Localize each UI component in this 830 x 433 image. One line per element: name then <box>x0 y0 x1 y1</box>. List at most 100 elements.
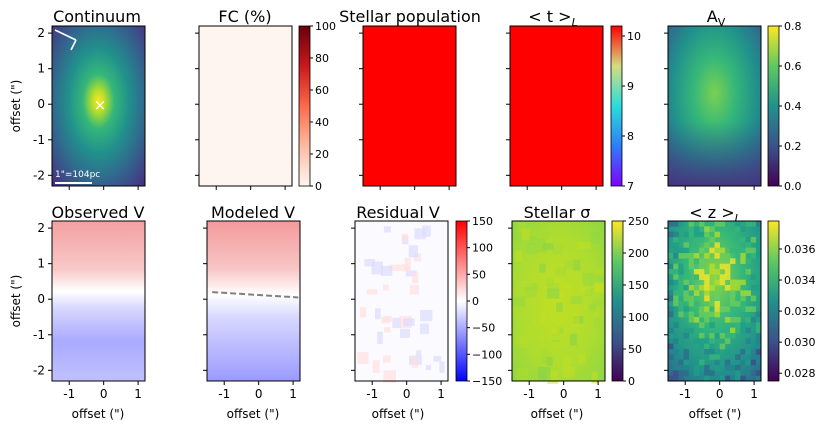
metallicity-pixel <box>688 290 695 296</box>
metallicity-pixel <box>724 285 731 291</box>
x-tick-label: 1 <box>289 387 297 401</box>
metallicity-pixel <box>673 237 679 243</box>
axes-frame <box>51 25 146 187</box>
residual-cell <box>392 317 402 329</box>
colorbar-tick-label: 100 <box>315 20 336 33</box>
metallicity-pixel <box>719 258 726 264</box>
metallicity-pixel <box>699 221 705 227</box>
y-axis-label: offset (") <box>9 275 23 328</box>
metallicity-pixel <box>709 263 715 270</box>
metallicity-pixel <box>730 317 736 323</box>
metallicity-pixel <box>693 258 700 264</box>
residual-cell <box>364 258 376 267</box>
colorbar-ticks: 0.0 0.2 0.4 0.6 0.8 <box>779 20 802 193</box>
metallicity-pixel <box>714 242 720 248</box>
metallicity-pixel <box>683 263 689 270</box>
metallicity-pixel <box>688 295 695 302</box>
panel-fc: FC (%) 0 20 40 60 80 100 <box>195 7 336 193</box>
dispersion-cell <box>565 281 573 289</box>
x-tick-label: -1 <box>218 387 230 401</box>
residual-cell <box>408 245 418 258</box>
metallicity-pixel <box>719 247 726 254</box>
metallicity-pixel <box>719 343 726 350</box>
metallicity-pixel <box>724 306 731 312</box>
metallicity-pixel <box>699 258 705 264</box>
colorbar <box>767 220 780 382</box>
metallicity-pixel <box>724 333 731 339</box>
nucleus-marker: × <box>94 96 107 114</box>
metallicity-pixel <box>668 263 674 270</box>
metallicity-pixel <box>704 311 710 318</box>
metallicity-pixel <box>678 365 684 371</box>
metallicity-pixel <box>688 231 695 238</box>
metallicity-pixel <box>683 285 689 291</box>
dispersion-cell <box>547 371 559 385</box>
metallicity-pixel <box>750 285 757 291</box>
metallicity-pixel <box>750 349 757 355</box>
metallicity-pixel <box>730 311 736 318</box>
metallicity-pixel <box>704 226 710 232</box>
metallicity-pixel <box>735 370 741 376</box>
metallicity-pixel <box>755 322 762 328</box>
dispersion-cell <box>541 232 550 239</box>
metallicity-pixel <box>714 221 720 227</box>
residual-cell <box>425 365 432 371</box>
y-axis: -2 -1 0 1 2 <box>33 221 52 377</box>
metallicity-pixel <box>704 274 710 280</box>
residual-cell <box>380 265 393 276</box>
colorbar-tick-label: 80 <box>315 52 329 65</box>
metallicity-pixel <box>740 274 746 280</box>
metallicity-pixel <box>693 317 700 323</box>
x-axis-label: offset (") <box>372 407 425 421</box>
metallicity-pixel <box>735 327 741 334</box>
metallicity-pixel <box>724 263 731 270</box>
residual-cell <box>405 270 417 277</box>
dispersion-cell <box>582 272 595 287</box>
y-tick-label: -2 <box>33 363 45 377</box>
metallicity-pixel <box>730 258 736 264</box>
metallicity-pixel <box>714 306 720 312</box>
metallicity-pixel <box>719 279 726 286</box>
dispersion-cell <box>591 371 598 384</box>
dispersion-cell <box>573 259 581 271</box>
metallicity-pixel <box>750 253 757 259</box>
metallicity-pixel <box>678 269 684 275</box>
metallicity-pixel <box>745 242 751 248</box>
metallicity-pixel <box>719 375 726 382</box>
dispersion-cell <box>556 302 563 313</box>
metallicity-pixel <box>668 231 674 238</box>
metallicity-pixel <box>745 237 751 243</box>
dispersion-cell <box>589 303 597 312</box>
metallicity-pixel <box>678 306 684 312</box>
heatmap-image <box>355 221 448 381</box>
heatmap-image <box>512 221 605 381</box>
metallicity-pixel <box>673 253 679 259</box>
dispersion-cell <box>552 245 563 255</box>
metallicity-pixel <box>688 301 695 307</box>
metallicity-pixel <box>750 370 757 376</box>
metallicity-pixel <box>678 311 684 318</box>
panel-modeled-velocity: Modeled V -1 0 1 offset (") <box>203 203 301 421</box>
metallicity-pixel <box>745 370 751 376</box>
metallicity-pixel <box>704 338 710 344</box>
metallicity-pixel <box>735 295 741 302</box>
panel-title-sub: L <box>735 212 741 225</box>
metallicity-pixel <box>683 365 689 371</box>
metallicity-pixel <box>724 274 731 280</box>
dispersion-cell <box>593 283 604 292</box>
metallicity-pixel <box>668 253 674 259</box>
metallicity-pixel <box>693 231 700 238</box>
metallicity-pixel <box>704 253 710 259</box>
colorbar-tick-label: 250 <box>628 215 649 228</box>
metallicity-pixel <box>693 365 700 371</box>
residual-cell <box>383 226 391 233</box>
metallicity-pixel <box>699 247 705 254</box>
metallicity-pixel <box>709 285 715 291</box>
dispersion-cell <box>521 228 530 241</box>
colorbar-tick-label: 0.030 <box>784 336 816 349</box>
metallicity-pixel <box>735 322 741 328</box>
x-tick-label: 0 <box>716 387 724 401</box>
panel-title: Modeled V <box>211 203 295 222</box>
kinematic-axis-line <box>212 291 299 299</box>
y-axis <box>203 227 207 371</box>
